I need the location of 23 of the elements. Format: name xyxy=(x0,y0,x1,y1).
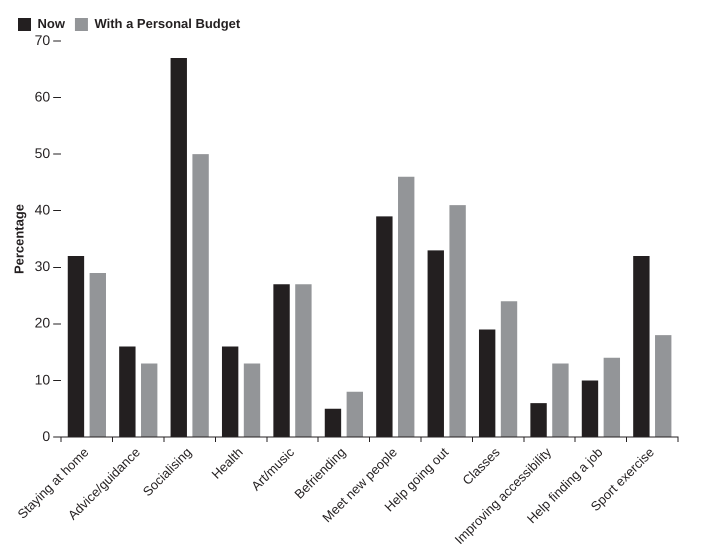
y-tick-label: 70 xyxy=(34,32,50,48)
y-tick-label: 30 xyxy=(34,258,50,274)
bar xyxy=(655,335,672,437)
y-tick-label: 60 xyxy=(34,88,50,104)
y-tick-label: 0 xyxy=(42,428,50,444)
bar xyxy=(449,205,466,437)
legend-label: Now xyxy=(38,16,66,32)
bar xyxy=(346,392,363,437)
bar xyxy=(90,272,106,437)
y-tick-label: 40 xyxy=(34,202,50,218)
bar xyxy=(398,176,414,437)
y-tick-label: 20 xyxy=(34,314,50,331)
y-axis-title: Percentage xyxy=(11,204,26,274)
bar xyxy=(500,301,518,437)
bar xyxy=(604,358,620,437)
y-tick-label: 10 xyxy=(34,371,50,388)
bar xyxy=(141,363,158,437)
legend-label: With a Personal Budget xyxy=(94,16,241,32)
bar xyxy=(295,284,312,437)
y-tick-label: 50 xyxy=(34,145,50,162)
bar xyxy=(192,154,209,437)
bar xyxy=(552,363,569,437)
bar xyxy=(244,363,260,437)
